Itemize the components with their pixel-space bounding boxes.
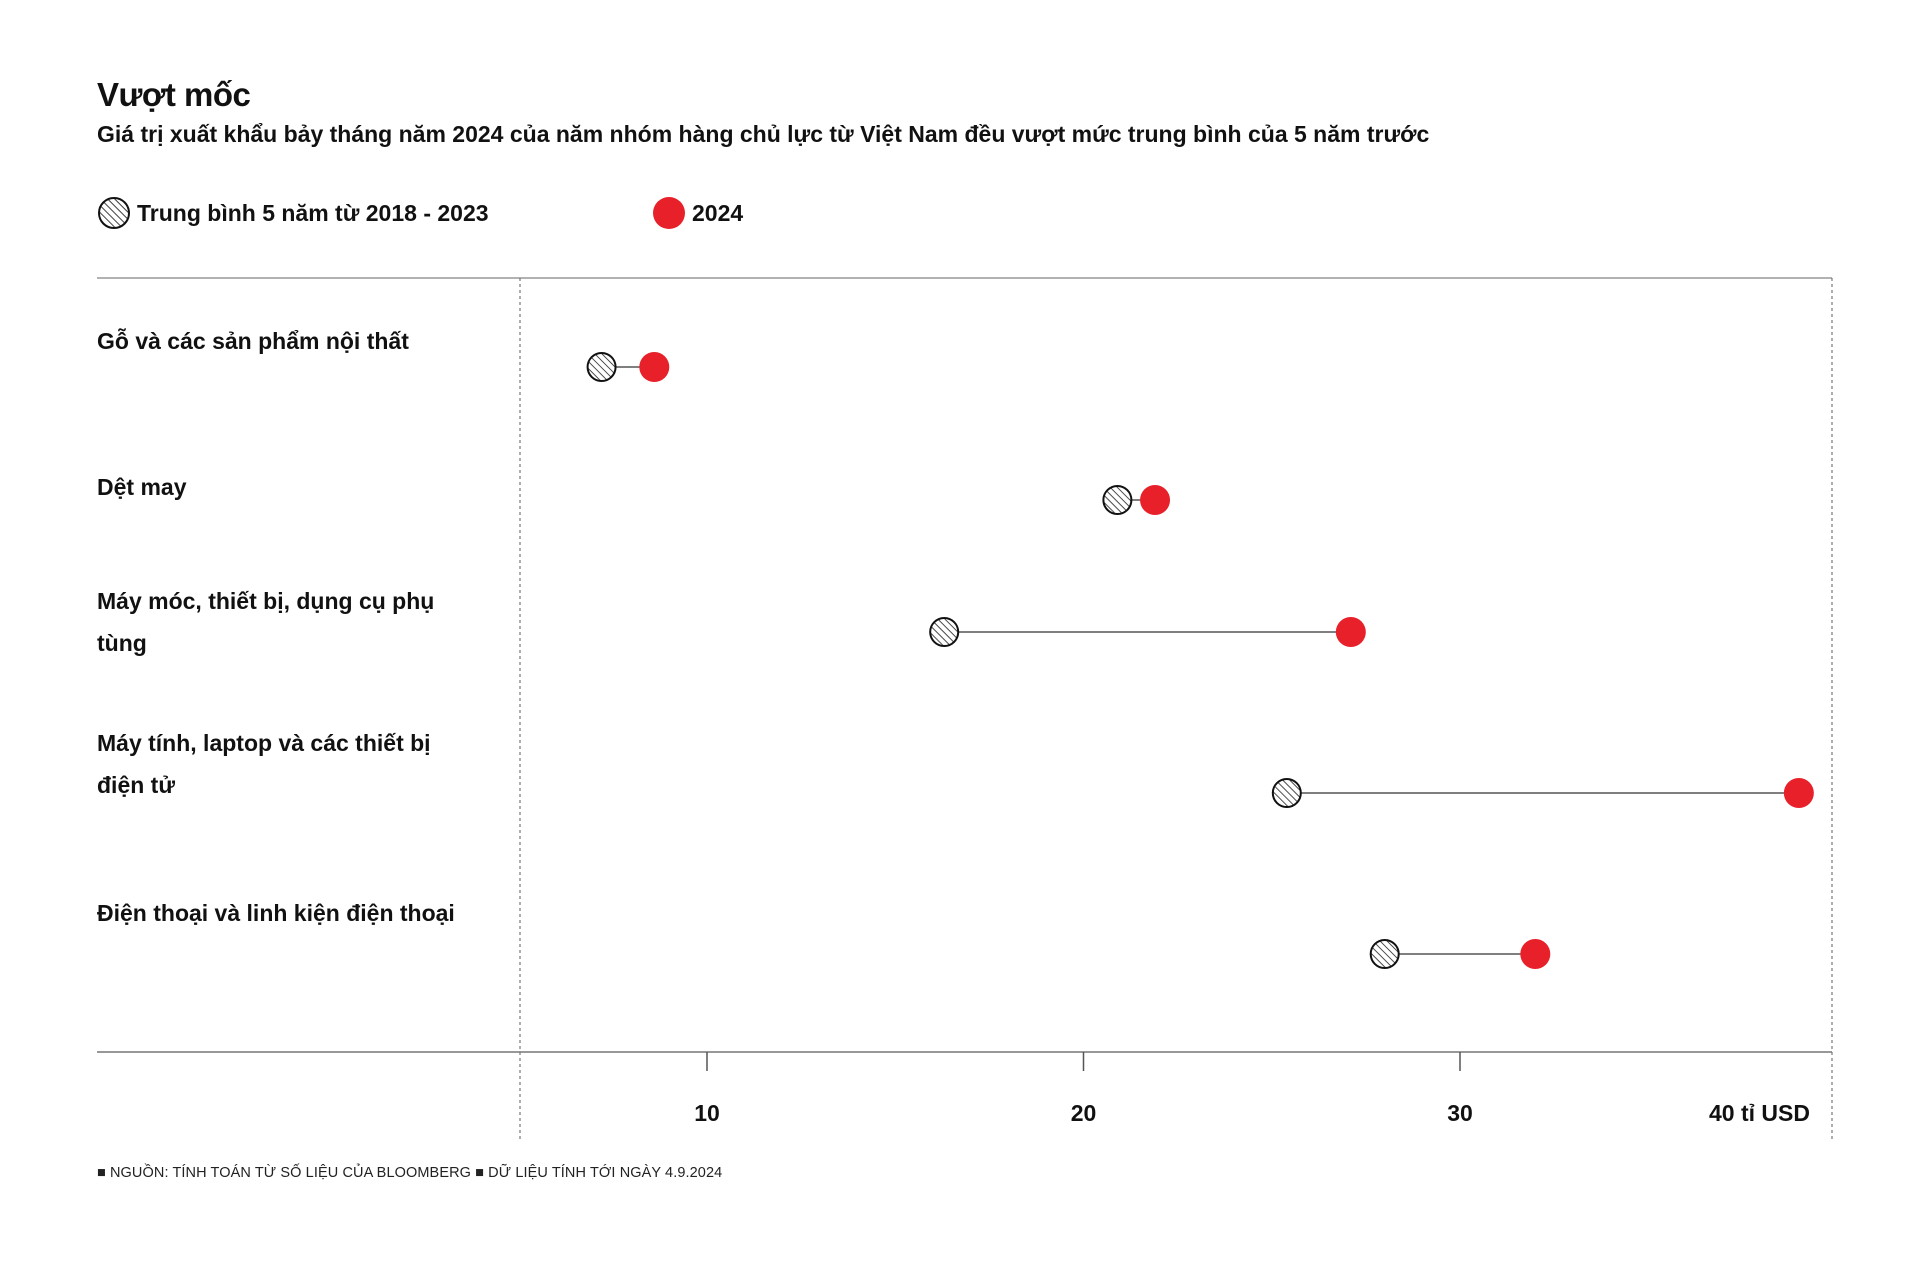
category-label: Dệt may <box>97 474 187 500</box>
average-point <box>586 352 617 382</box>
x-tick-label: 10 <box>694 1100 720 1126</box>
average-point <box>1369 939 1400 969</box>
category-label: Máy móc, thiết bị, dụng cụ phụ tùng <box>97 588 435 656</box>
category-label: Gỗ và các sản phẩm nội thất <box>97 328 409 354</box>
hatched-circle-icon <box>98 197 130 229</box>
legend-item-2024: 2024 <box>652 196 743 230</box>
chart-title: Vượt mốc <box>97 76 251 113</box>
legend-label-2024: 2024 <box>692 199 744 226</box>
point-2024 <box>1140 485 1171 515</box>
point-2024 <box>1520 939 1551 969</box>
average-point <box>1102 485 1133 515</box>
category-label: Máy tính, laptop và các thiết bị điện tử <box>97 730 431 798</box>
point-2024 <box>639 352 670 382</box>
average-point <box>929 617 960 647</box>
legend-item-average: Trung bình 5 năm từ 2018 - 2023 <box>97 196 489 230</box>
point-2024 <box>1335 617 1366 647</box>
category-label: Điện thoại và linh kiện điện thoại <box>97 900 455 926</box>
x-tick-label: 20 <box>1071 1100 1097 1126</box>
point-2024 <box>1783 778 1814 808</box>
source-note: ■ NGUỒN: TÍNH TOÁN TỪ SỐ LIỆU CỦA BLOOMB… <box>97 1165 723 1181</box>
average-point <box>1271 778 1302 808</box>
legend-label-average: Trung bình 5 năm từ 2018 - 2023 <box>137 199 489 226</box>
x-tick-label: 40 tỉ USD <box>1709 1100 1810 1126</box>
red-dot-icon <box>653 197 685 229</box>
x-tick-label: 30 <box>1447 1100 1473 1126</box>
chart-subtitle: Giá trị xuất khẩu bảy tháng năm 2024 của… <box>97 121 1430 147</box>
